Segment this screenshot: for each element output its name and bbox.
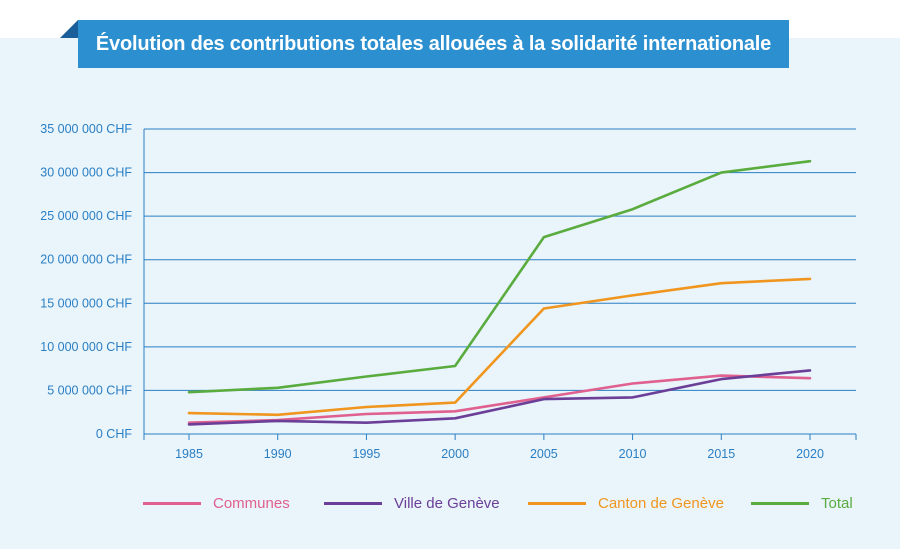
- x-tick-label: 2020: [796, 447, 824, 461]
- title-banner-fold: [60, 20, 78, 38]
- chart-panel: [0, 38, 900, 549]
- x-tick-label: 2015: [707, 447, 735, 461]
- x-tick-label: 2005: [530, 447, 558, 461]
- y-tick-label: 0 CHF: [96, 427, 132, 441]
- y-tick-label: 5 000 000 CHF: [47, 383, 132, 397]
- y-tick-label: 35 000 000 CHF: [40, 122, 132, 136]
- x-tick-label: 1985: [175, 447, 203, 461]
- x-tick-label: 2010: [619, 447, 647, 461]
- title-banner: Évolution des contributions totales allo…: [60, 20, 789, 68]
- y-tick-label: 15 000 000 CHF: [40, 296, 132, 310]
- y-tick-label: 10 000 000 CHF: [40, 340, 132, 354]
- series-line-communes: [187, 374, 812, 425]
- series-line-total: [187, 159, 812, 394]
- x-tick-label: 2000: [441, 447, 469, 461]
- x-tick-label: 1995: [353, 447, 381, 461]
- y-tick-label: 25 000 000 CHF: [40, 209, 132, 223]
- chart-title: Évolution des contributions totales allo…: [78, 20, 789, 68]
- y-tick-label: 20 000 000 CHF: [40, 253, 132, 267]
- x-tick-label: 1990: [264, 447, 292, 461]
- series-line-canton-de-gen-ve: [187, 277, 812, 417]
- series-line-ville-de-gen-ve: [187, 369, 812, 426]
- y-tick-label: 30 000 000 CHF: [40, 166, 132, 180]
